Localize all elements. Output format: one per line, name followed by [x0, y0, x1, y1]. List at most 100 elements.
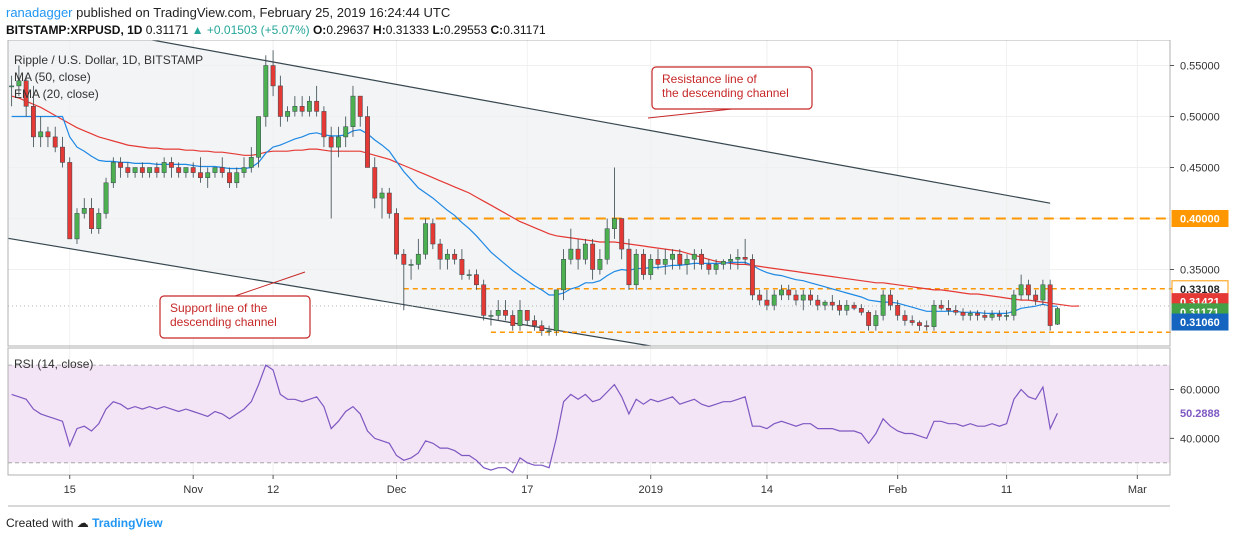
rsi-badge-label: 50.2888	[1180, 408, 1220, 420]
candle-body	[532, 320, 537, 326]
candle-body	[597, 259, 603, 270]
candle-body	[561, 259, 567, 291]
candle-body	[350, 95, 356, 127]
candle-body	[786, 289, 792, 296]
candle-body	[248, 157, 254, 168]
candle-body	[1025, 284, 1031, 296]
candle-body	[735, 257, 741, 260]
candle-body	[1040, 284, 1046, 301]
candle-body	[161, 162, 167, 173]
candle-body	[277, 85, 283, 117]
tradingview-logo-icon: ☁	[76, 516, 89, 530]
price-badge-label: 0.33108	[1180, 284, 1220, 296]
candle-body	[590, 243, 596, 270]
support-callout-line: descending channel	[170, 315, 277, 329]
candle-body	[887, 294, 893, 306]
candle-body	[444, 253, 450, 260]
candle-body	[938, 304, 944, 309]
price-badge-label: 0.40000	[1180, 214, 1220, 226]
candle-body	[728, 259, 734, 262]
candle-body	[611, 218, 617, 229]
price-chart[interactable]: 0.55000 0.50000 0.45000 0.35000 0.40000 0.331…	[0, 40, 1234, 516]
candle-body	[321, 111, 327, 138]
candle-body	[909, 320, 915, 323]
support-callout-line: Support line of the	[170, 301, 268, 315]
candle-body	[539, 325, 545, 331]
candle-body	[917, 322, 922, 326]
candle-body	[713, 264, 719, 270]
candle-body	[118, 162, 123, 168]
up-arrow-icon: ▲	[191, 23, 204, 37]
candle-body	[205, 172, 211, 178]
candle-body	[844, 304, 850, 311]
tradingview-brand[interactable]: TradingView	[92, 516, 163, 530]
candle-body	[198, 172, 203, 178]
candle-body	[212, 167, 218, 173]
candle-body	[466, 274, 472, 276]
x-tick-label: 14	[761, 484, 773, 496]
legend-rsi: RSI (14, close)	[14, 357, 93, 371]
candle-body	[16, 80, 22, 87]
candle-body	[190, 167, 196, 173]
price-tick-label: 0.45000	[1180, 163, 1220, 175]
candle-body	[183, 167, 189, 173]
rsi-badge-bg	[1172, 405, 1228, 422]
candle-body	[706, 264, 712, 270]
author-link[interactable]: ranadagger	[6, 5, 73, 20]
candle-body	[176, 167, 182, 173]
footer: Created with ☁ TradingView	[6, 516, 163, 530]
candle-body	[975, 313, 980, 316]
candle-body	[1047, 284, 1053, 326]
legend-ema: EMA (20, close)	[14, 87, 99, 101]
candle-body	[553, 289, 559, 331]
candle-body	[408, 264, 414, 266]
candle-body	[800, 294, 806, 301]
candle-body	[670, 253, 675, 260]
candle-body	[459, 259, 465, 275]
candle-body	[430, 223, 436, 245]
candle-body	[808, 294, 813, 301]
candle-body	[996, 314, 1002, 317]
candle-body	[139, 167, 145, 173]
candle-body	[866, 312, 872, 326]
created-with: Created with	[6, 516, 74, 530]
candle-body	[299, 106, 305, 112]
x-tick-label: Dec	[387, 484, 407, 496]
price-pane-border	[7, 40, 1171, 347]
candle-body	[227, 172, 232, 184]
candle-body	[749, 259, 755, 296]
candle-body	[52, 136, 58, 148]
candle-body	[1004, 315, 1010, 317]
candle-body	[677, 253, 683, 265]
x-tick-label: 17	[521, 484, 533, 496]
candle-body	[270, 65, 276, 87]
candle-body	[125, 167, 131, 173]
candle-body	[60, 146, 65, 163]
rsi-band	[8, 365, 1170, 463]
candle-body	[292, 106, 298, 112]
candle-body	[386, 192, 392, 214]
symbol-name: BITSTAMP:XRPUSD, 1D	[6, 23, 143, 37]
candle-body	[154, 167, 160, 173]
candle-body	[256, 116, 261, 158]
candle-body	[793, 294, 799, 301]
candle-body	[96, 213, 102, 229]
candle-body	[30, 106, 36, 138]
candle-body	[662, 259, 668, 265]
candle-body	[604, 228, 610, 260]
support-callout-box	[159, 295, 311, 339]
candle-body	[691, 253, 697, 260]
candle-body	[234, 172, 240, 184]
candle-body	[880, 294, 886, 316]
candle-body	[619, 218, 625, 250]
candle-body	[641, 253, 646, 275]
candle-body	[394, 213, 399, 255]
price-badge: 0.33108	[1171, 280, 1229, 298]
resistance-callout-line: the descending channel	[662, 86, 789, 100]
publish-line: ranadagger published on TradingView.com,…	[6, 5, 450, 20]
price-tick-label: 0.55000	[1180, 61, 1220, 73]
candle-body	[815, 299, 821, 306]
candle-body	[633, 253, 639, 286]
candle-body	[764, 299, 770, 306]
